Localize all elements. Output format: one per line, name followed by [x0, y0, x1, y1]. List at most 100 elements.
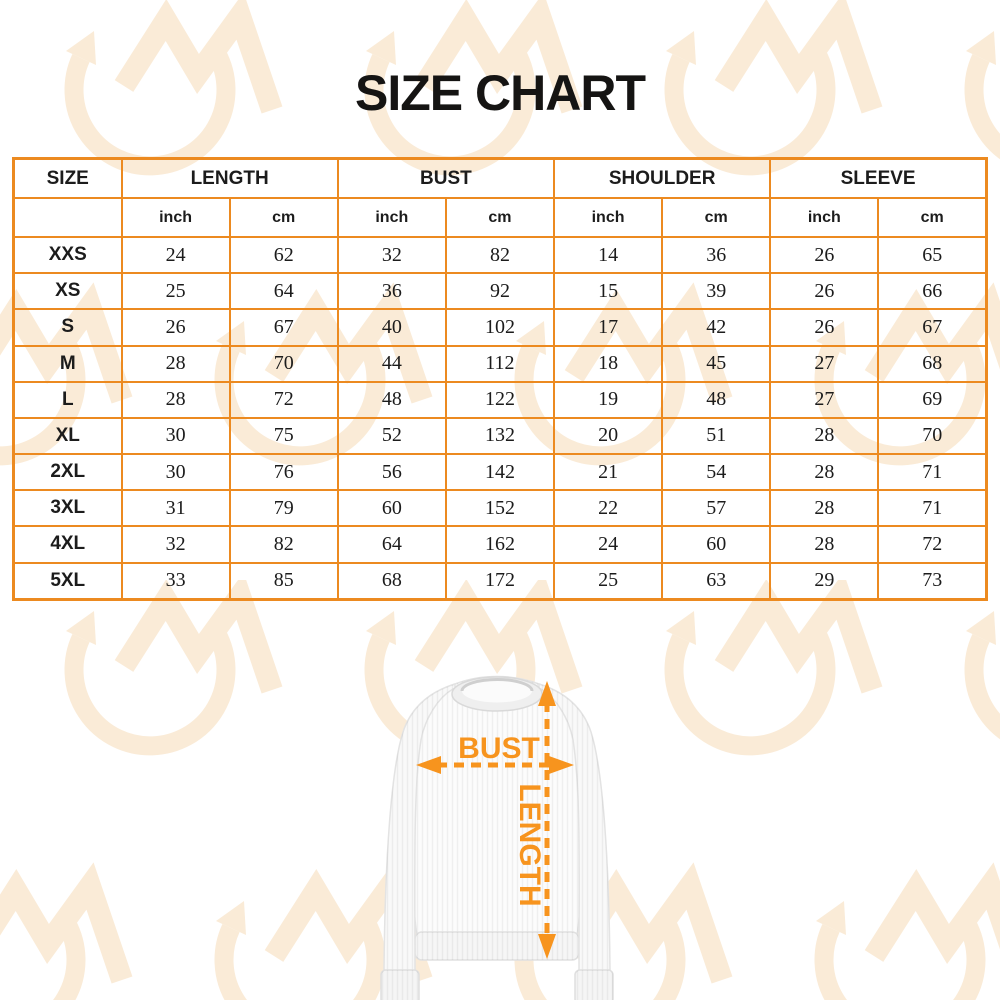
value-cell: 71	[877, 489, 988, 528]
value-cell: 76	[228, 453, 339, 492]
value-cell: 75	[228, 416, 339, 456]
value-cell: 52	[336, 416, 447, 456]
bust-label: BUST	[458, 732, 540, 765]
value-cell: 25	[120, 272, 231, 311]
value-cell: 17	[552, 308, 664, 347]
value-cell: 30	[120, 453, 231, 492]
value-cell: 67	[877, 308, 988, 347]
size-cell: 4XL	[12, 525, 123, 564]
value-cell: 26	[769, 308, 880, 347]
value-cell: 66	[877, 272, 988, 311]
value-cell: 30	[120, 416, 231, 456]
value-cell: 92	[444, 272, 556, 311]
value-cell: 71	[877, 453, 988, 492]
page-title: SIZE CHART	[355, 65, 646, 121]
value-cell: 60	[336, 489, 447, 528]
size-cell: L	[12, 380, 123, 419]
value-cell: 40	[336, 308, 447, 347]
table-row: M 28 70 44 112 18 45 27 68	[12, 344, 988, 383]
value-cell: 132	[444, 416, 556, 456]
value-cell: 162	[444, 525, 556, 564]
unit-header-cm: cm	[444, 197, 556, 238]
value-cell: 79	[228, 489, 339, 528]
table-row: L 28 72 48 122 19 48 27 69	[12, 380, 988, 419]
value-cell: 25	[552, 561, 664, 601]
value-cell: 28	[769, 525, 880, 564]
value-cell: 60	[661, 525, 772, 564]
unit-header-cm: cm	[661, 197, 772, 238]
value-cell: 39	[661, 272, 772, 311]
value-cell: 29	[769, 561, 880, 601]
table-row: XXS 24 62 32 82 14 36 26 65	[12, 235, 988, 275]
unit-header-inch: inch	[552, 197, 664, 238]
value-cell: 15	[552, 272, 664, 311]
value-cell: 152	[444, 489, 556, 528]
table-row: S 26 67 40 102 17 42 26 67	[12, 308, 988, 347]
value-cell: 73	[877, 561, 988, 601]
table-header-row: SIZE LENGTH BUST SHOULDER SLEEVE	[12, 157, 988, 199]
unit-header-inch: inch	[336, 197, 447, 238]
value-cell: 65	[877, 235, 988, 275]
measurement-arrows: BUST LENGTH	[416, 681, 574, 959]
value-cell: 42	[661, 308, 772, 347]
value-cell: 24	[120, 235, 231, 275]
value-cell: 21	[552, 453, 664, 492]
unit-header-inch: inch	[120, 197, 231, 238]
empty-header-cell	[12, 197, 123, 238]
table-row: XS 25 64 36 92 15 39 26 66	[12, 272, 988, 311]
value-cell: 26	[769, 272, 880, 311]
value-cell: 62	[228, 235, 339, 275]
value-cell: 68	[877, 344, 988, 383]
value-cell: 51	[661, 416, 772, 456]
value-cell: 22	[552, 489, 664, 528]
size-chart-table: SIZE LENGTH BUST SHOULDER SLEEVE inch cm…	[12, 157, 988, 601]
size-cell: 2XL	[12, 453, 123, 492]
value-cell: 57	[661, 489, 772, 528]
column-header-bust: BUST	[336, 157, 556, 199]
value-cell: 33	[120, 561, 231, 601]
sweatshirt-diagram: BUST LENGTH	[380, 675, 614, 1000]
bust-arrow	[416, 756, 574, 774]
value-cell: 112	[444, 344, 556, 383]
size-cell: XXS	[12, 235, 123, 275]
value-cell: 68	[336, 561, 447, 601]
table-row: 4XL 32 82 64 162 24 60 28 72	[12, 525, 988, 564]
value-cell: 69	[877, 380, 988, 419]
value-cell: 63	[661, 561, 772, 601]
value-cell: 28	[769, 416, 880, 456]
size-cell: M	[12, 344, 123, 383]
value-cell: 45	[661, 344, 772, 383]
value-cell: 28	[120, 380, 231, 419]
value-cell: 72	[228, 380, 339, 419]
table-row: 2XL 30 76 56 142 21 54 28 71	[12, 453, 988, 492]
column-header-shoulder: SHOULDER	[552, 157, 772, 199]
column-header-sleeve: SLEEVE	[769, 157, 988, 199]
unit-header-cm: cm	[877, 197, 988, 238]
column-header-length: LENGTH	[120, 157, 339, 199]
size-chart-table-body: XXS 24 62 32 82 14 36 26 65 XS 25 64 36 92 15 39 26 66 S 26…	[12, 235, 988, 601]
value-cell: 32	[120, 525, 231, 564]
value-cell: 48	[661, 380, 772, 419]
value-cell: 19	[552, 380, 664, 419]
value-cell: 56	[336, 453, 447, 492]
value-cell: 27	[769, 344, 880, 383]
value-cell: 82	[228, 525, 339, 564]
value-cell: 28	[769, 453, 880, 492]
size-cell: 3XL	[12, 489, 123, 528]
unit-header-cm: cm	[228, 197, 339, 238]
value-cell: 18	[552, 344, 664, 383]
value-cell: 24	[552, 525, 664, 564]
value-cell: 26	[120, 308, 231, 347]
value-cell: 32	[336, 235, 447, 275]
length-arrow	[538, 681, 556, 959]
value-cell: 28	[120, 344, 231, 383]
value-cell: 44	[336, 344, 447, 383]
value-cell: 54	[661, 453, 772, 492]
table-row: 3XL 31 79 60 152 22 57 28 71	[12, 489, 988, 528]
size-cell: 5XL	[12, 561, 123, 601]
value-cell: 64	[228, 272, 339, 311]
table-row: XL 30 75 52 132 20 51 28 70	[12, 416, 988, 456]
table-unit-row: inch cm inch cm inch cm inch cm	[12, 197, 988, 238]
value-cell: 20	[552, 416, 664, 456]
